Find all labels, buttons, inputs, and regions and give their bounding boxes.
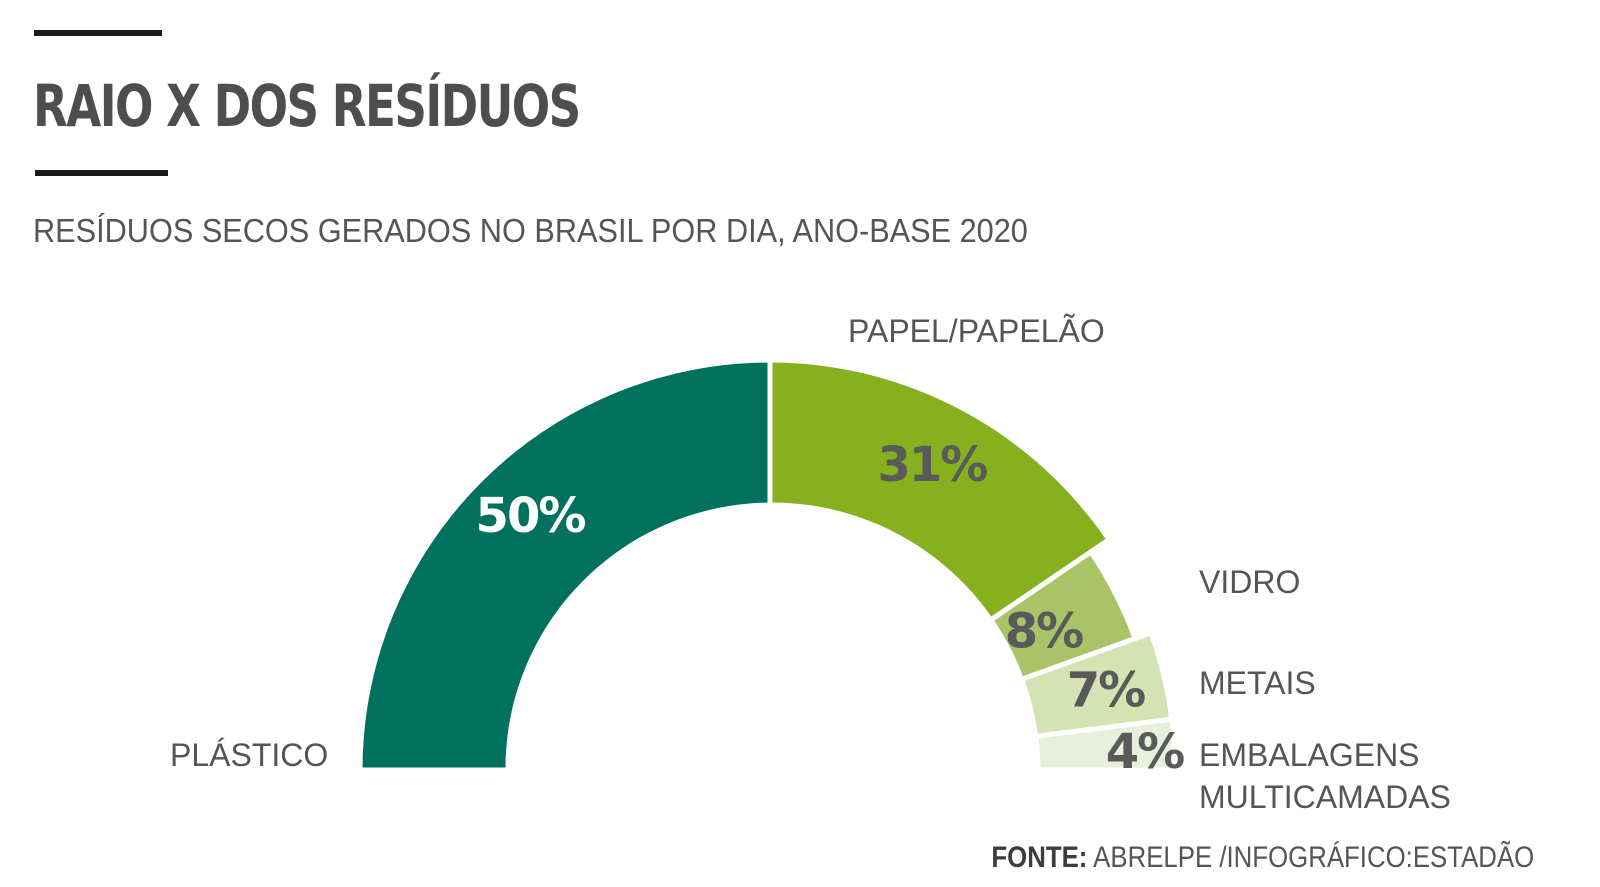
- source-credit: FONTE: ABRELPE /INFOGRÁFICO:ESTADÃO: [991, 838, 1534, 878]
- value-label: 50%: [476, 488, 586, 544]
- source-key: FONTE:: [991, 841, 1088, 874]
- source-value: ABRELPE /INFOGRÁFICO:ESTADÃO: [1092, 841, 1534, 874]
- chart-subtitle: RESÍDUOS SECOS GERADOS NO BRASIL POR DIA…: [33, 212, 1028, 249]
- slice-plastico: [357, 357, 773, 773]
- top-rule: [34, 30, 162, 36]
- category-label: VIDRO: [1199, 564, 1300, 600]
- value-label: 4%: [1106, 724, 1184, 780]
- category-label: PAPEL/PAPELÃO: [848, 313, 1105, 349]
- value-label: 31%: [877, 437, 987, 493]
- value-label: 8%: [1005, 604, 1083, 660]
- value-label: 7%: [1067, 663, 1145, 719]
- chart-title: RAIO X DOS RESÍDUOS: [33, 72, 581, 140]
- category-label: METAIS: [1199, 665, 1316, 701]
- slice-embalagens-multicamadas: [1032, 716, 1178, 773]
- title-underline: [35, 170, 168, 176]
- category-label: EMBALAGENS MULTICAMADAS: [1199, 737, 1451, 815]
- category-label: PLÁSTICO: [170, 737, 328, 773]
